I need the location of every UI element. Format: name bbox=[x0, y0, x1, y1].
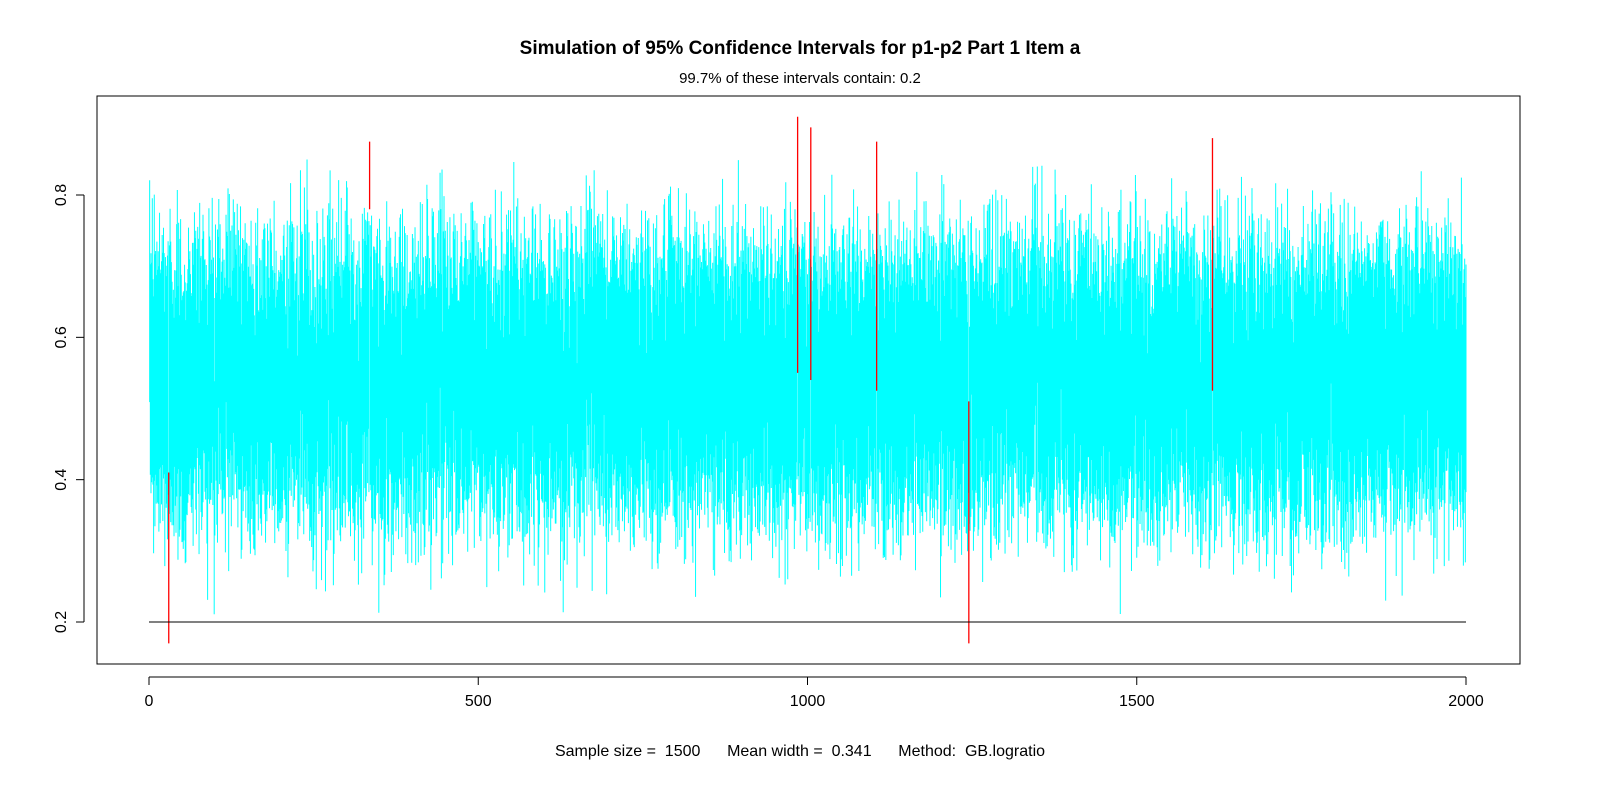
sample-size-value: 1500 bbox=[664, 743, 701, 760]
method-value: GB.logratio bbox=[964, 743, 1046, 760]
covering-interval-segments bbox=[149, 159, 1467, 615]
x-tick-label: 1000 bbox=[790, 693, 826, 710]
covering-intervals bbox=[149, 159, 1467, 615]
y-axis: 0.2 0.4 0.6 0.8 bbox=[53, 184, 85, 633]
mean-width-label: Mean width = bbox=[727, 743, 823, 760]
y-tick-label: 0.6 bbox=[53, 326, 70, 348]
y-tick-label: 0.8 bbox=[53, 184, 70, 206]
noncovering-intervals bbox=[168, 116, 1214, 644]
x-tick-label: 2000 bbox=[1448, 693, 1484, 710]
sample-size-label: Sample size = bbox=[554, 743, 656, 760]
x-axis: 0 500 1000 1500 2000 bbox=[145, 676, 1484, 710]
method-label: Method: bbox=[898, 743, 957, 760]
y-tick-label: 0.4 bbox=[53, 468, 70, 490]
chart-subtitle: 99.7% of these intervals contain: 0.2 bbox=[679, 70, 921, 87]
chart-title: Simulation of 95% Confidence Intervals f… bbox=[519, 38, 1081, 59]
x-tick-label: 1500 bbox=[1119, 693, 1155, 710]
x-tick-label: 0 bbox=[145, 693, 154, 710]
plot-frame bbox=[96, 95, 1521, 665]
x-tick-label: 500 bbox=[465, 693, 492, 710]
mean-width-value: 0.341 bbox=[831, 743, 872, 760]
chart-footer: Sample size = 1500 Mean width = 0.341 Me… bbox=[0, 743, 1600, 761]
y-tick-label: 0.2 bbox=[53, 611, 70, 633]
